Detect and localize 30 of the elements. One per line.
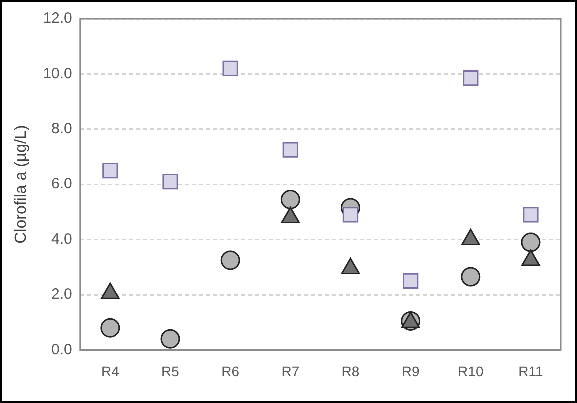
point bbox=[463, 70, 479, 86]
y-axis-title: Clorofila a (µg/L) bbox=[13, 125, 30, 244]
x-tick-label: R7 bbox=[282, 363, 300, 380]
point bbox=[402, 273, 419, 290]
y-tick-label: 0.0 bbox=[52, 341, 72, 358]
point bbox=[100, 318, 120, 338]
point bbox=[220, 250, 240, 270]
x-tick-label: R11 bbox=[518, 363, 544, 380]
y-tick-label: 10.0 bbox=[43, 65, 72, 82]
x-tick-label: R6 bbox=[222, 363, 240, 380]
point bbox=[280, 190, 300, 210]
x-tick-label: R5 bbox=[162, 363, 180, 380]
y-tick-label: 12.0 bbox=[43, 10, 72, 28]
point bbox=[461, 267, 481, 287]
y-tick-label: 6.0 bbox=[52, 176, 72, 193]
point bbox=[282, 142, 298, 158]
y-tick-label: 4.0 bbox=[52, 230, 72, 248]
point bbox=[342, 207, 359, 223]
y-tick-label: 2.0 bbox=[52, 286, 72, 304]
point bbox=[523, 207, 539, 223]
point bbox=[521, 232, 541, 252]
point bbox=[160, 329, 180, 349]
point bbox=[222, 60, 238, 76]
x-tick-label: R10 bbox=[458, 363, 484, 380]
x-tick-label: R4 bbox=[101, 363, 120, 380]
point bbox=[162, 174, 178, 190]
y-tick-label: 8.0 bbox=[52, 120, 72, 138]
point bbox=[102, 162, 118, 179]
x-tick-label: R9 bbox=[402, 363, 420, 380]
x-tick-label: R8 bbox=[342, 363, 360, 380]
